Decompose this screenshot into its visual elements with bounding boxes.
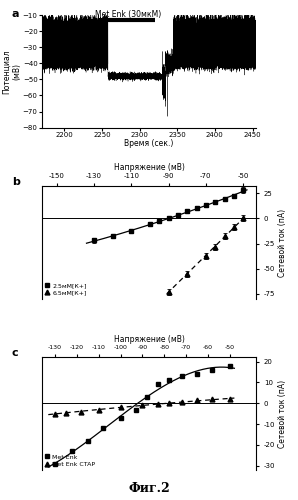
- Y-axis label: Потенциал
(мВ): Потенциал (мВ): [2, 49, 21, 94]
- X-axis label: Напряжение (мВ): Напряжение (мВ): [114, 163, 184, 172]
- Legend: Met Enk, Met Enk CTAP: Met Enk, Met Enk CTAP: [45, 454, 95, 467]
- Text: c: c: [12, 348, 18, 358]
- Y-axis label: Сетевой ток (пА): Сетевой ток (пА): [278, 208, 287, 276]
- Text: Met Enk (30мкМ): Met Enk (30мкМ): [95, 10, 162, 19]
- Legend: 2.5мМ[К+], 6.5мМ[К+]: 2.5мМ[К+], 6.5мМ[К+]: [45, 283, 87, 296]
- Text: Фиг.2: Фиг.2: [128, 482, 170, 495]
- X-axis label: Напряжение (мВ): Напряжение (мВ): [114, 335, 184, 344]
- X-axis label: Время (сек.): Время (сек.): [124, 139, 174, 148]
- Text: b: b: [12, 177, 20, 187]
- Text: a: a: [12, 10, 19, 20]
- Y-axis label: Сетевой ток (пА): Сетевой ток (пА): [278, 380, 287, 448]
